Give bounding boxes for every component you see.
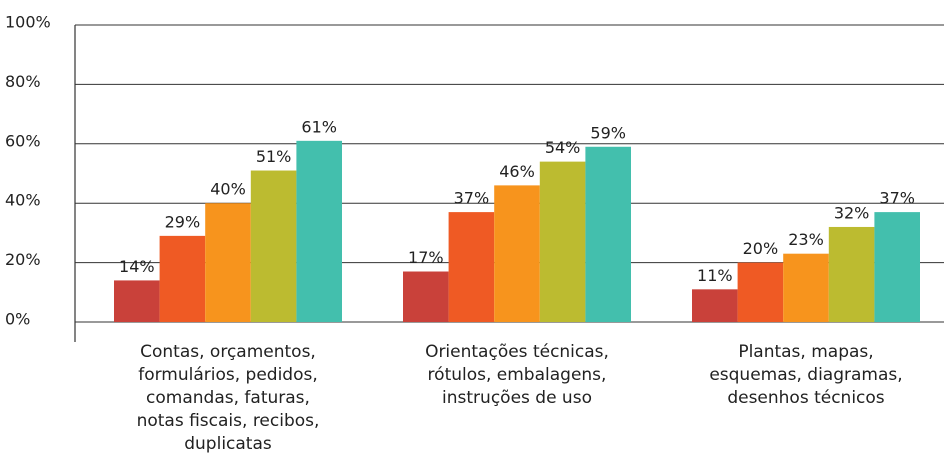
y-tick-label: 60% <box>5 131 41 150</box>
data-label: 61% <box>301 117 337 136</box>
bar <box>159 235 206 322</box>
bar <box>494 185 540 322</box>
bar <box>737 262 784 322</box>
data-label: 37% <box>454 189 490 208</box>
x-tick-label: Plantas, mapas, esquemas, diagramas, des… <box>709 342 903 408</box>
data-label: 20% <box>743 239 779 258</box>
data-label: 37% <box>879 189 915 208</box>
bar <box>403 271 449 322</box>
data-label: 40% <box>210 180 246 199</box>
bar <box>828 226 875 322</box>
data-label: 46% <box>499 162 535 181</box>
data-label: 23% <box>788 230 824 249</box>
data-label: 14% <box>119 257 155 276</box>
data-label: 51% <box>256 147 292 166</box>
bar <box>539 161 586 322</box>
data-label: 32% <box>834 203 870 222</box>
bar <box>448 212 495 322</box>
y-tick-label: 0% <box>5 310 30 329</box>
y-tick-label: 40% <box>5 191 41 210</box>
x-tick-label: Orientações técnicas, rótulos, embalagen… <box>425 342 609 408</box>
data-label: 54% <box>545 138 581 157</box>
bar <box>692 289 738 322</box>
x-tick-label: Contas, orçamentos, formulários, pedidos… <box>136 342 320 454</box>
y-tick-label: 80% <box>5 72 41 91</box>
bar <box>874 212 920 322</box>
bar <box>250 170 297 322</box>
data-label: 59% <box>590 123 626 142</box>
bar <box>585 146 631 322</box>
bar <box>296 140 342 322</box>
data-label: 29% <box>165 212 201 231</box>
y-tick-label: 20% <box>5 250 41 269</box>
bar <box>783 253 829 322</box>
bar <box>114 280 160 322</box>
data-label: 11% <box>697 266 733 285</box>
bar <box>205 203 251 322</box>
y-tick-label: 100% <box>5 13 51 32</box>
data-label: 17% <box>408 248 444 267</box>
